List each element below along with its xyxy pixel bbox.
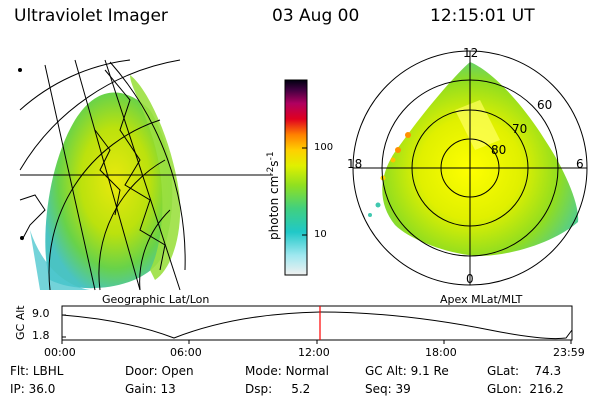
instrument-title: Ultraviolet Imager — [14, 6, 168, 26]
left-panel-caption: Geographic Lat/Lon — [102, 293, 210, 306]
info-glon: GLon: 216.2 — [487, 382, 564, 396]
info-gain: Gain: 13 — [125, 382, 176, 396]
info-seq: Seq: 39 — [365, 382, 411, 396]
mlt-label-12: 12 — [463, 46, 479, 60]
info-flt: Flt: LBHL — [10, 364, 64, 378]
mlat-ring-80: 80 — [491, 143, 507, 157]
date-label: 03 Aug 00 — [272, 6, 360, 26]
timeline-ytick-max: 9.0 — [32, 307, 50, 320]
colorbar — [284, 79, 308, 276]
colorbar-tick-100: 100 — [314, 142, 334, 153]
info-mode: Mode: Normal — [245, 364, 329, 378]
mlt-label-0: 0 — [466, 272, 474, 286]
right-panel-caption: Apex MLat/MLT — [440, 293, 523, 306]
info-dsp: Dsp: 5.2 — [245, 382, 311, 396]
info-gcalt: GC Alt: 9.1 Re — [365, 364, 449, 378]
altitude-timeline — [61, 305, 573, 344]
timeline-xtick-1800: 18:00 — [425, 346, 457, 359]
timeline-ytick-min: 1.8 — [32, 329, 50, 342]
mlt-label-18: 18 — [347, 157, 363, 171]
info-door: Door: Open — [125, 364, 194, 378]
geographic-panel — [19, 59, 273, 291]
mlat-ring-60: 60 — [537, 98, 553, 112]
timeline-xtick-1200: 12:00 — [298, 346, 330, 359]
colorbar-tick-10: 10 — [314, 229, 327, 240]
info-ip: IP: 36.0 — [10, 382, 56, 396]
mlat-ring-70: 70 — [512, 122, 528, 136]
timeline-xtick-0000: 00:00 — [44, 346, 76, 359]
info-glat: GLat: 74.3 — [487, 364, 562, 378]
time-label: 12:15:01 UT — [430, 6, 535, 26]
colorbar-unit-label: photon cm-2s-1 — [266, 151, 281, 240]
timeline-xtick-0600: 06:00 — [170, 346, 202, 359]
timeline-ylabel: GC Alt — [14, 305, 27, 340]
polar-panel — [352, 50, 588, 286]
mlt-label-6: 6 — [576, 157, 584, 171]
timeline-xtick-2359: 23:59 — [553, 346, 585, 359]
